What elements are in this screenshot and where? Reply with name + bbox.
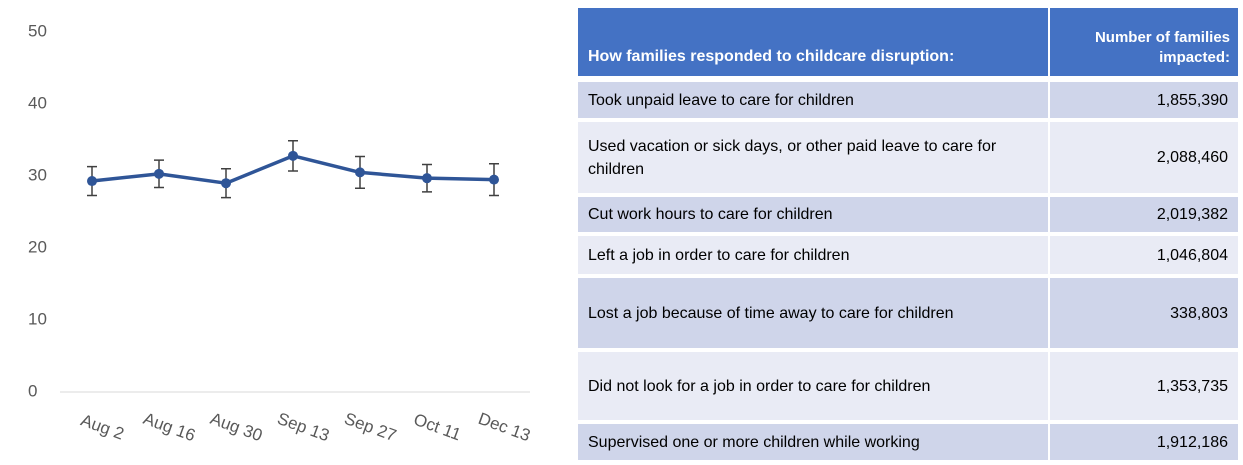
y-tick-label: 30 [28, 165, 47, 184]
x-tick-label: Aug 2 [78, 411, 126, 444]
row-label: Lost a job because of time away to care … [578, 278, 1048, 348]
row-value: 1,046,804 [1050, 236, 1238, 274]
y-tick-label: 20 [28, 237, 47, 256]
x-tick-label: Dec 13 [476, 409, 533, 445]
row-label: Cut work hours to care for children [578, 197, 1048, 232]
header-cell: Number of families impacted: [1050, 8, 1238, 76]
header-cell: How families responded to childcare disr… [578, 8, 1048, 76]
data-point [288, 150, 298, 161]
chart: 0 10 20 30 40 50 Aug 2 Aug 16 Aug 30 Sep 13 Sep 27… [28, 21, 533, 445]
row-label: Left a job in order to care for children [578, 236, 1048, 274]
x-tick-label: Sep 27 [342, 409, 399, 445]
row-value: 2,019,382 [1050, 197, 1238, 232]
y-tick-label: 50 [28, 21, 47, 40]
x-tick-label: Aug 16 [141, 409, 198, 445]
data-point [489, 174, 499, 185]
y-tick-label: 40 [28, 93, 47, 112]
data-point [221, 178, 231, 189]
row-value: 1,912,186 [1050, 424, 1238, 460]
row-label: Did not look for a job in order to care … [578, 352, 1048, 420]
row-label: Used vacation or sick days, or other pai… [578, 122, 1048, 193]
x-tick-label: Sep 13 [275, 409, 332, 445]
x-tick-label: Aug 30 [208, 409, 265, 445]
y-tick-label: 10 [28, 309, 47, 328]
data-point [355, 167, 365, 178]
row-label: Took unpaid leave to care for children [578, 82, 1048, 118]
y-tick-label: 0 [28, 381, 37, 400]
x-tick-label: Oct 11 [411, 410, 463, 445]
row-value: 1,855,390 [1050, 82, 1238, 118]
row-label: Supervised one or more children while wo… [578, 424, 1048, 460]
data-point [422, 173, 432, 184]
row-value: 1,353,735 [1050, 352, 1238, 420]
row-value: 2,088,460 [1050, 122, 1238, 193]
row-value: 338,803 [1050, 278, 1238, 348]
data-point [87, 176, 97, 187]
data-point [154, 168, 164, 179]
